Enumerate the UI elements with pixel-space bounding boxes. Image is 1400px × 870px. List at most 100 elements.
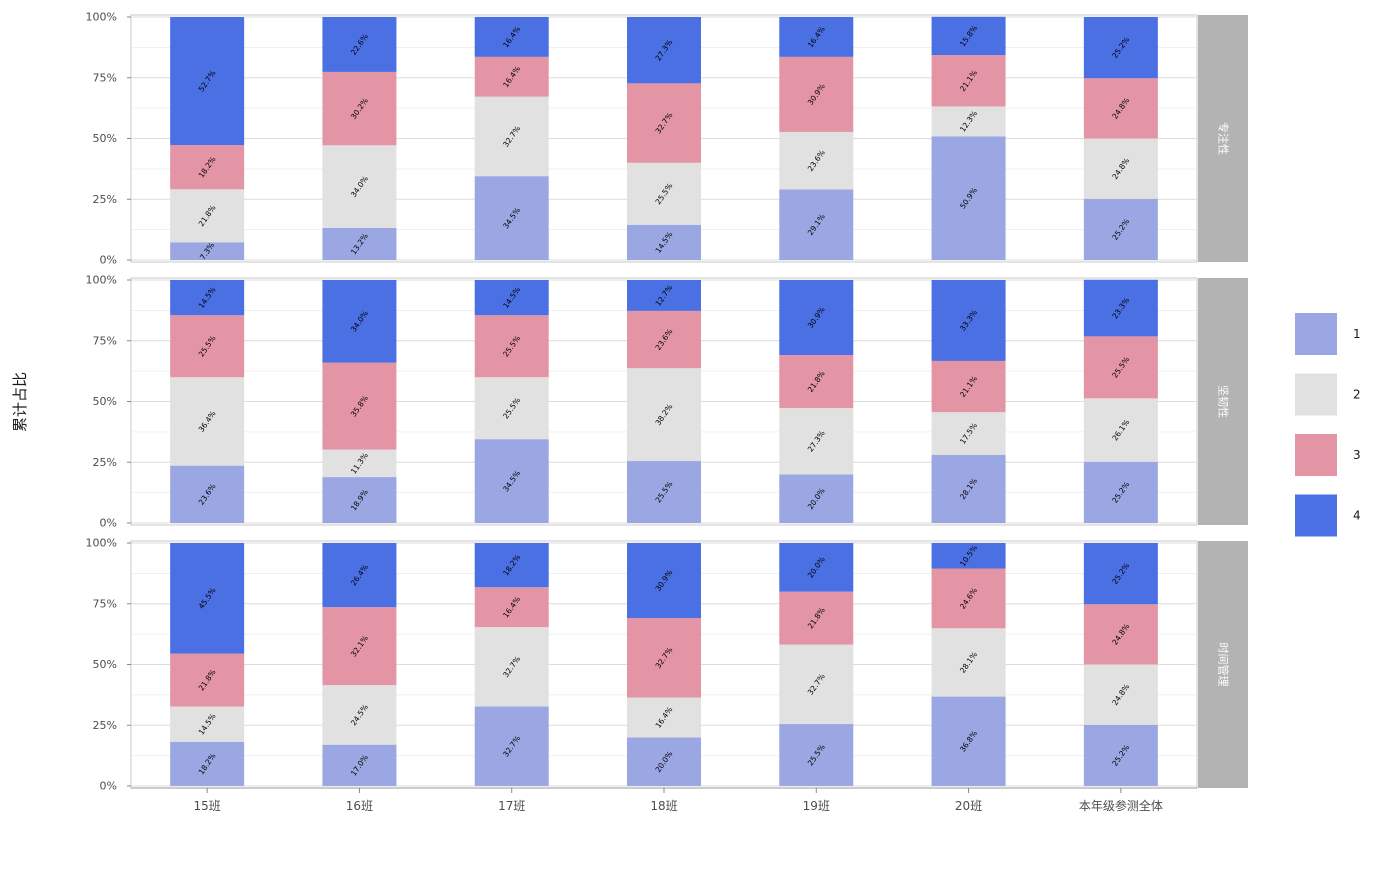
x-tick-label: 19班 xyxy=(803,799,830,813)
x-tick-label: 17班 xyxy=(498,799,525,813)
bar-segment-series-4 xyxy=(627,17,701,84)
y-tick-label: 0% xyxy=(100,517,117,530)
bar-segment-series-3 xyxy=(931,55,1006,107)
bar-segment-series-4 xyxy=(474,17,549,57)
y-tick-label: 75% xyxy=(93,334,117,347)
bar-segment-series-1 xyxy=(931,454,1006,523)
bar-segment-series-2 xyxy=(1083,664,1158,725)
facet-panel: 0%25%50%75%100%18.2%14.5%21.8%45.5%17.0%… xyxy=(86,537,1248,793)
x-tick-label: 20班 xyxy=(955,799,982,813)
bar-segment-series-1 xyxy=(322,744,397,786)
bar-segment-series-4 xyxy=(931,280,1006,361)
bar-segment-series-4 xyxy=(1083,17,1158,79)
bar-segment-series-3 xyxy=(627,310,701,369)
bar-segment-series-2 xyxy=(627,368,701,462)
bar-segment-series-3 xyxy=(170,315,245,378)
x-tick-label: 18班 xyxy=(650,799,677,813)
bar-segment-series-1 xyxy=(779,724,854,786)
bar-segment-series-1 xyxy=(1083,198,1158,260)
bar-segment-series-1 xyxy=(170,741,245,786)
bar-segment-series-1 xyxy=(474,439,549,523)
bar-segment-series-3 xyxy=(931,568,1006,629)
bar-segment-series-4 xyxy=(627,280,701,311)
facet-strip-label: 坚韧性 xyxy=(1217,385,1231,418)
legend-label: 2 xyxy=(1353,388,1361,402)
facet-panels: 0%25%50%75%100%7.3%21.8%18.2%52.7%13.2%3… xyxy=(86,11,1248,793)
bar-segment-series-4 xyxy=(322,17,397,72)
bar-segment-series-2 xyxy=(170,377,245,466)
bar-segment-series-1 xyxy=(474,176,549,260)
bar-segment-series-1 xyxy=(779,474,854,523)
bar-segment-series-1 xyxy=(474,706,549,786)
bar-segment-series-2 xyxy=(170,706,245,742)
facet-panel: 0%25%50%75%100%23.6%36.4%25.5%14.5%18.9%… xyxy=(86,274,1248,530)
bar-segment-series-4 xyxy=(931,16,1006,56)
bar-segment-series-4 xyxy=(779,543,854,592)
bar-segment-series-3 xyxy=(1083,336,1158,399)
y-tick-label: 100% xyxy=(86,274,117,287)
bar-segment-series-2 xyxy=(627,162,701,225)
bar-segment-series-3 xyxy=(1083,604,1158,665)
bar-segment-series-1 xyxy=(170,465,245,523)
bar-segment-series-4 xyxy=(170,280,245,316)
bar-segment-series-3 xyxy=(474,587,549,628)
bar-segment-series-1 xyxy=(627,461,701,523)
bar-segment-series-2 xyxy=(322,449,397,478)
facet-strip-label: 专注性 xyxy=(1217,122,1231,155)
bar-segment-series-3 xyxy=(779,591,854,645)
y-tick-label: 25% xyxy=(93,456,117,469)
bar-segment-series-3 xyxy=(627,83,701,163)
bar-segment-series-2 xyxy=(474,377,549,440)
facet-strip-label: 时间管理 xyxy=(1217,643,1231,687)
x-tick-label: 16班 xyxy=(346,799,373,813)
y-tick-label: 75% xyxy=(93,597,117,610)
bar-segment-series-3 xyxy=(170,653,245,707)
bar-segment-series-3 xyxy=(170,145,245,190)
y-tick-label: 25% xyxy=(93,193,117,206)
y-tick-label: 50% xyxy=(93,395,117,408)
bar-segment-series-4 xyxy=(474,280,549,316)
bar-segment-series-4 xyxy=(170,17,245,146)
bar-segment-series-2 xyxy=(322,685,397,745)
bar-segment-series-3 xyxy=(322,362,397,450)
bar-segment-series-1 xyxy=(627,737,701,786)
bar-segment-series-4 xyxy=(1083,279,1158,337)
facet-strip xyxy=(1198,15,1248,262)
y-axis-title: 累计占比 xyxy=(11,372,29,432)
bar-segment-series-1 xyxy=(931,136,1006,260)
facet-strip xyxy=(1198,278,1248,525)
bar-segment-series-1 xyxy=(322,477,397,523)
bar-segment-series-2 xyxy=(779,131,854,190)
legend-key-1 xyxy=(1295,313,1337,355)
bar-segment-series-2 xyxy=(779,408,854,475)
legend: 1 2 3 4 xyxy=(1295,313,1361,537)
bar-segment-series-4 xyxy=(474,543,549,588)
bar-segment-series-3 xyxy=(322,607,397,686)
legend-label: 4 xyxy=(1353,509,1361,523)
y-tick-label: 100% xyxy=(86,537,117,550)
legend-key-4 xyxy=(1295,494,1337,537)
bar-segment-series-3 xyxy=(931,360,1006,413)
bar-segment-series-1 xyxy=(1083,724,1158,786)
bar-segment-series-1 xyxy=(322,227,397,260)
y-tick-label: 0% xyxy=(100,254,117,267)
x-axis: 15班 16班 17班 18班 19班 20班 本年级参测全体 xyxy=(131,787,1197,813)
bar-segment-series-2 xyxy=(1083,398,1158,462)
y-tick-label: 50% xyxy=(93,658,117,671)
facet-strip xyxy=(1198,541,1248,788)
bar-segment-series-1 xyxy=(931,696,1006,786)
x-tick-label: 15班 xyxy=(194,799,221,813)
y-tick-label: 25% xyxy=(93,719,117,732)
bar-segment-series-1 xyxy=(627,224,701,260)
facet-panel: 0%25%50%75%100%7.3%21.8%18.2%52.7%13.2%3… xyxy=(86,11,1248,267)
bar-segment-series-4 xyxy=(627,543,701,619)
bar-segment-series-3 xyxy=(1083,78,1158,139)
bar-segment-series-2 xyxy=(1083,138,1158,199)
bar-segment-series-3 xyxy=(474,315,549,378)
bar-segment-series-4 xyxy=(779,17,854,57)
bar-segment-series-2 xyxy=(779,644,854,725)
bar-segment-series-2 xyxy=(474,96,549,177)
bar-segment-series-3 xyxy=(322,71,397,146)
bar-segment-series-1 xyxy=(170,242,245,260)
